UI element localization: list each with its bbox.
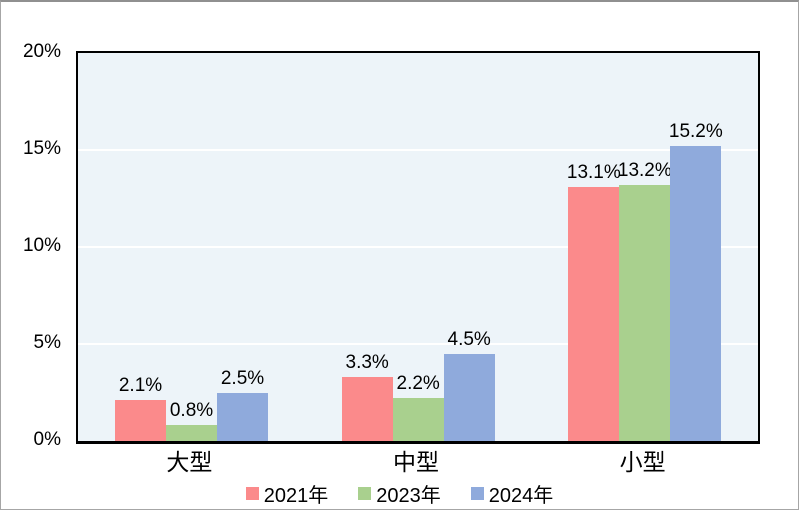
data-label-series1-cat2: 13.2% bbox=[617, 159, 672, 181]
data-label-series0-cat0: 2.1% bbox=[118, 375, 163, 397]
plot-area: 2.1% 0.8% 2.5% 3.3% 2.2% 4.5% 13.1% 13.2% 15.2% bbox=[76, 51, 760, 444]
y-tick-label-10: 10% bbox=[22, 235, 61, 256]
legend-label-0: 2021年 bbox=[263, 485, 329, 507]
legend: 2021年 2023年 2024年 bbox=[1, 479, 798, 508]
bar-series1-cat1 bbox=[392, 398, 444, 441]
legend-swatch-icon bbox=[470, 487, 484, 500]
data-label-series0-cat1: 3.3% bbox=[345, 351, 389, 373]
gridline-15 bbox=[78, 149, 758, 151]
bar-series1-cat2 bbox=[619, 184, 671, 441]
bar-series2-cat1 bbox=[443, 353, 495, 441]
bar-series0-cat2 bbox=[568, 186, 620, 441]
data-label-series2-cat0: 2.5% bbox=[220, 367, 265, 389]
legend-swatch-icon bbox=[245, 487, 259, 500]
x-category-label-1: 中型 bbox=[393, 449, 439, 475]
legend-label-1: 2023年 bbox=[376, 485, 441, 507]
bar-series2-cat2 bbox=[670, 146, 722, 441]
x-category-label-0: 大型 bbox=[166, 449, 213, 475]
legend-item-1: 2023年 bbox=[358, 479, 441, 508]
data-label-series1-cat0: 0.8% bbox=[169, 400, 214, 422]
bar-series0-cat0 bbox=[115, 400, 166, 441]
y-tick-label-5: 5% bbox=[33, 332, 61, 353]
legend-item-0: 2021年 bbox=[245, 479, 329, 508]
y-tick-label-15: 15% bbox=[22, 138, 61, 159]
data-label-series1-cat1: 2.2% bbox=[396, 373, 440, 395]
y-tick-label-0: 0% bbox=[33, 429, 61, 450]
data-label-series0-cat2: 13.1% bbox=[566, 161, 621, 183]
legend-label-2: 2024年 bbox=[488, 485, 554, 507]
y-tick-label-20: 20% bbox=[22, 41, 61, 62]
bar-series0-cat1 bbox=[341, 376, 393, 441]
bar-series1-cat0 bbox=[166, 425, 217, 441]
gridline-10 bbox=[78, 246, 758, 248]
x-category-label-2: 小型 bbox=[619, 449, 666, 475]
bar-series2-cat0 bbox=[217, 392, 268, 441]
gridline-5 bbox=[78, 343, 758, 345]
data-label-series2-cat2: 15.2% bbox=[668, 121, 723, 143]
legend-swatch-icon bbox=[358, 487, 372, 500]
data-label-series2-cat1: 4.5% bbox=[447, 328, 491, 350]
legend-item-2: 2024年 bbox=[470, 479, 554, 508]
